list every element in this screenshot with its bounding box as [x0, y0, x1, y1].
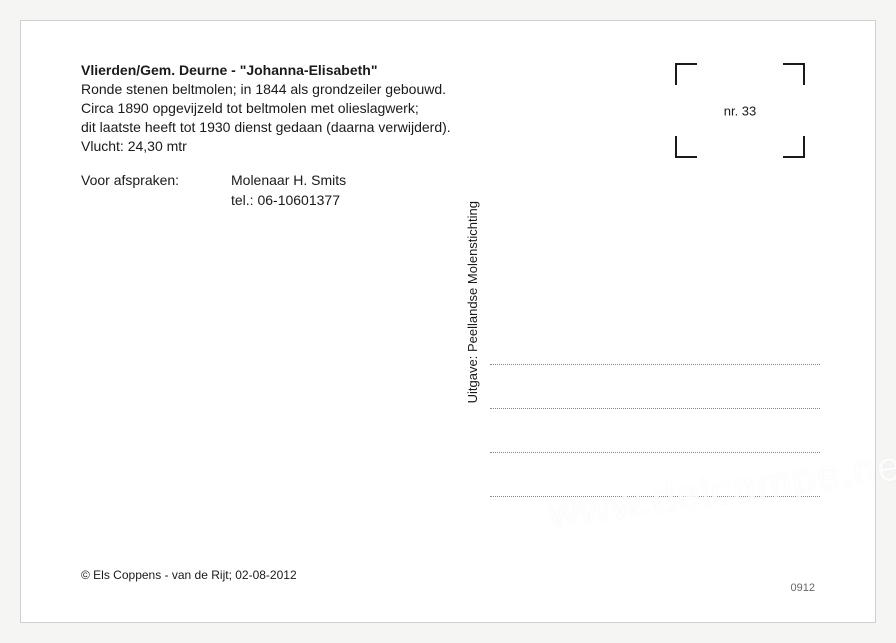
publisher-text: Uitgave: Peellandse Molenstichting [465, 201, 480, 403]
desc-line-3: dit laatste heeft tot 1930 dienst gedaan… [81, 118, 451, 137]
stamp-number: nr. 33 [724, 103, 757, 118]
copyright-text: © Els Coppens - van de Rijt; 02-08-2012 [81, 568, 297, 582]
contact-block: Voor afspraken: Molenaar H. Smits tel.: … [81, 171, 346, 210]
address-line [490, 453, 820, 497]
address-line [490, 321, 820, 365]
stamp-placeholder: nr. 33 [675, 63, 805, 158]
address-line [490, 409, 820, 453]
stamp-corner-icon [675, 63, 697, 85]
contact-tel: tel.: 06-10601377 [231, 191, 346, 211]
stamp-corner-icon [783, 136, 805, 158]
address-line [490, 365, 820, 409]
desc-line-2: Circa 1890 opgevijzeld tot beltmolen met… [81, 99, 451, 118]
description-block: Vlierden/Gem. Deurne - "Johanna-Elisabet… [81, 61, 451, 155]
address-lines [490, 321, 820, 497]
stamp-corner-icon [675, 136, 697, 158]
stamp-corner-icon [783, 63, 805, 85]
serial-number: 0912 [791, 582, 815, 594]
contact-name: Molenaar H. Smits [231, 171, 346, 191]
contact-label: Voor afspraken: [81, 171, 231, 191]
desc-line-1: Ronde stenen beltmolen; in 1844 als gron… [81, 80, 451, 99]
postcard-back: Vlierden/Gem. Deurne - "Johanna-Elisabet… [20, 20, 876, 623]
desc-line-4: Vlucht: 24,30 mtr [81, 137, 451, 156]
title: Vlierden/Gem. Deurne - "Johanna-Elisabet… [81, 61, 451, 80]
